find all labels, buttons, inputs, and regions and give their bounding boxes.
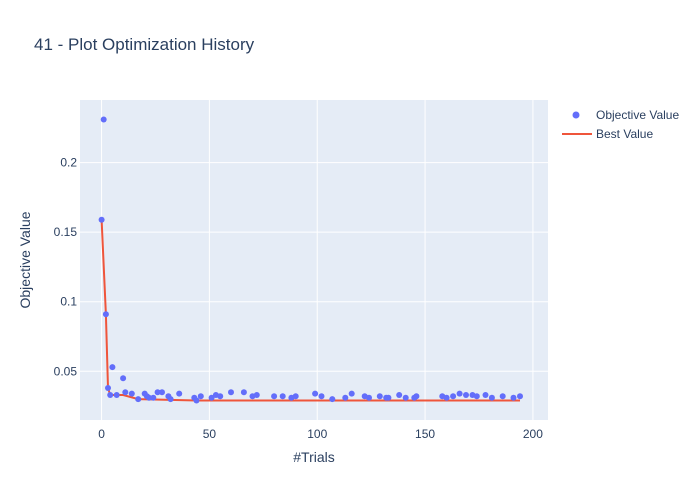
objective-value-point[interactable] xyxy=(128,390,135,397)
chart-title: 41 - Plot Optimization History xyxy=(34,35,255,54)
objective-value-point[interactable] xyxy=(154,389,161,396)
objective-value-point[interactable] xyxy=(176,390,183,397)
objective-value-point[interactable] xyxy=(150,394,157,401)
objective-value-point[interactable] xyxy=(342,394,349,401)
plot-area xyxy=(80,100,548,420)
objective-value-point[interactable] xyxy=(197,393,204,400)
y-tick-label: 0.1 xyxy=(60,295,77,309)
objective-value-point[interactable] xyxy=(193,397,200,404)
objective-value-point[interactable] xyxy=(120,375,127,382)
legend-item-best-value[interactable]: Best Value xyxy=(562,127,653,141)
objective-value-point[interactable] xyxy=(279,393,286,400)
y-tick-label: 0.2 xyxy=(60,156,77,170)
objective-value-series xyxy=(98,116,523,404)
objective-value-point[interactable] xyxy=(102,311,109,318)
objective-value-point[interactable] xyxy=(443,394,450,401)
objective-value-point[interactable] xyxy=(159,389,165,396)
objective-value-point[interactable] xyxy=(413,393,420,400)
legend-label-best-value: Best Value xyxy=(596,127,653,141)
x-tick-label: 150 xyxy=(415,427,435,441)
objective-value-point[interactable] xyxy=(499,393,506,400)
objective-value-point[interactable] xyxy=(348,390,355,397)
y-tick-label: 0.15 xyxy=(54,225,78,239)
x-tick-label: 0 xyxy=(98,427,105,441)
objective-value-point[interactable] xyxy=(312,390,319,397)
objective-value-point[interactable] xyxy=(167,396,174,403)
objective-value-point[interactable] xyxy=(482,392,489,398)
objective-value-point[interactable] xyxy=(217,393,224,400)
objective-value-point[interactable] xyxy=(488,394,495,401)
x-tick-label: 200 xyxy=(523,427,543,441)
objective-value-point[interactable] xyxy=(100,116,107,123)
axis-ticks: 0 50 100 150 200 0.05 0.1 0.15 0.2 xyxy=(54,156,544,441)
objective-value-point[interactable] xyxy=(253,392,260,398)
x-tick-label: 50 xyxy=(203,427,217,441)
objective-value-point[interactable] xyxy=(146,394,152,401)
legend-marker-icon xyxy=(572,111,580,119)
objective-value-point[interactable] xyxy=(122,389,129,396)
y-axis-title: Objective Value xyxy=(17,211,33,308)
objective-value-point[interactable] xyxy=(98,216,105,223)
objective-value-point[interactable] xyxy=(463,392,469,398)
objective-value-point[interactable] xyxy=(318,393,325,400)
objective-value-point[interactable] xyxy=(376,393,383,400)
x-axis-title: #Trials xyxy=(293,449,335,465)
legend-label-objective-value: Objective Value xyxy=(596,108,679,122)
objective-value-point[interactable] xyxy=(228,389,234,396)
objective-value-point[interactable] xyxy=(107,392,114,398)
objective-value-point[interactable] xyxy=(402,394,409,401)
legend[interactable]: Objective Value Best Value xyxy=(562,108,679,141)
objective-value-point[interactable] xyxy=(240,389,247,396)
objective-value-point[interactable] xyxy=(517,393,523,400)
objective-value-point[interactable] xyxy=(450,393,457,400)
objective-value-point[interactable] xyxy=(385,394,392,401)
objective-value-point[interactable] xyxy=(473,393,480,400)
objective-value-point[interactable] xyxy=(113,392,120,398)
objective-value-point[interactable] xyxy=(510,394,517,401)
objective-value-point[interactable] xyxy=(366,394,372,401)
objective-value-point[interactable] xyxy=(292,393,299,400)
objective-value-point[interactable] xyxy=(396,392,403,398)
objective-value-point[interactable] xyxy=(135,396,142,403)
grid-lines xyxy=(80,100,548,420)
objective-value-point[interactable] xyxy=(208,394,215,401)
objective-value-point[interactable] xyxy=(105,385,111,391)
objective-value-point[interactable] xyxy=(456,390,463,397)
legend-item-objective-value[interactable]: Objective Value xyxy=(572,108,680,122)
objective-value-point[interactable] xyxy=(109,364,116,371)
objective-value-point[interactable] xyxy=(271,393,278,400)
y-tick-label: 0.05 xyxy=(54,364,78,378)
objective-value-point[interactable] xyxy=(329,396,336,403)
x-tick-label: 100 xyxy=(307,427,327,441)
